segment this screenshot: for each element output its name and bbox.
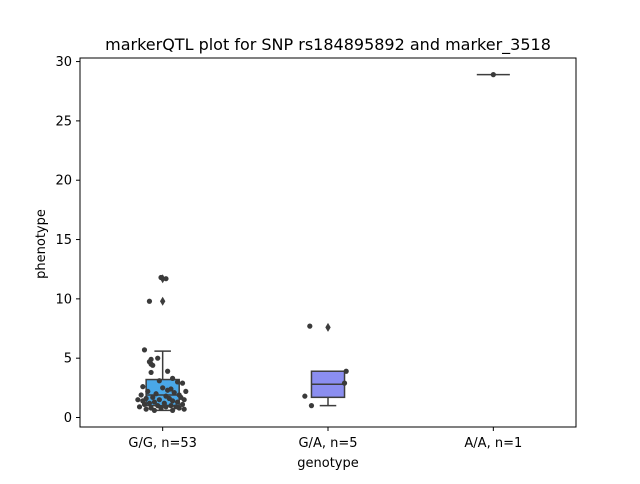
y-tick-label: 10 bbox=[55, 292, 72, 307]
data-point bbox=[307, 323, 313, 329]
y-tick-label: 30 bbox=[55, 55, 72, 70]
data-point bbox=[158, 274, 164, 281]
outlier-marker bbox=[325, 322, 331, 332]
y-tick-label: 15 bbox=[55, 233, 72, 248]
data-point bbox=[155, 355, 161, 361]
data-point bbox=[151, 399, 157, 405]
data-point bbox=[153, 391, 159, 397]
data-point bbox=[150, 362, 156, 368]
data-point bbox=[141, 347, 148, 353]
data-point bbox=[343, 368, 349, 374]
data-point bbox=[156, 397, 162, 403]
plot-frame bbox=[79, 57, 577, 428]
data-point bbox=[160, 385, 166, 391]
y-tick-label: 20 bbox=[55, 174, 72, 189]
data-point bbox=[151, 407, 157, 413]
data-point bbox=[140, 384, 146, 390]
data-point bbox=[171, 389, 177, 396]
data-point bbox=[163, 404, 169, 410]
data-point bbox=[168, 403, 174, 409]
data-point bbox=[135, 397, 141, 403]
x-axis-label: genotype bbox=[297, 456, 358, 471]
data-point bbox=[174, 379, 181, 385]
data-point bbox=[143, 406, 149, 412]
data-point bbox=[158, 405, 164, 411]
data-point bbox=[169, 398, 176, 404]
y-tick-label: 0 bbox=[64, 411, 72, 426]
data-point bbox=[302, 393, 308, 399]
data-point bbox=[146, 400, 153, 406]
chart-title: markerQTL plot for SNP rs184895892 and m… bbox=[105, 35, 551, 55]
y-tick-label: 25 bbox=[55, 114, 72, 129]
x-axis-ticks: G/G, n=53 G/A, n=5 A/A, n=1 bbox=[128, 427, 522, 451]
data-point bbox=[169, 375, 176, 381]
data-point bbox=[138, 392, 144, 398]
y-tick-label: 5 bbox=[64, 352, 72, 367]
x-tick-label: G/A, n=5 bbox=[298, 436, 357, 451]
data-point bbox=[181, 406, 187, 412]
data-point bbox=[165, 368, 171, 374]
data-point bbox=[183, 388, 189, 395]
data-point bbox=[179, 380, 186, 386]
data-point bbox=[181, 397, 187, 403]
data-point bbox=[490, 72, 496, 78]
data-point bbox=[165, 387, 171, 393]
data-point bbox=[341, 380, 348, 386]
data-point bbox=[176, 405, 182, 411]
strip-points bbox=[135, 72, 496, 413]
data-point bbox=[163, 276, 169, 282]
data-point bbox=[174, 399, 181, 405]
data-point bbox=[179, 401, 186, 408]
data-point bbox=[308, 403, 315, 409]
data-point bbox=[146, 298, 153, 304]
y-axis-ticks: 0 5 10 15 20 25 30 bbox=[55, 55, 80, 426]
data-point bbox=[145, 388, 151, 395]
data-point bbox=[141, 401, 148, 408]
y-axis-label: phenotype bbox=[34, 209, 49, 279]
data-point bbox=[148, 369, 154, 376]
x-tick-label: G/G, n=53 bbox=[128, 436, 196, 451]
data-point bbox=[150, 394, 156, 400]
outlier-marker bbox=[159, 296, 166, 306]
data-point bbox=[169, 407, 176, 413]
x-tick-label: A/A, n=1 bbox=[464, 436, 522, 451]
data-point bbox=[136, 404, 143, 410]
data-point bbox=[156, 378, 162, 384]
